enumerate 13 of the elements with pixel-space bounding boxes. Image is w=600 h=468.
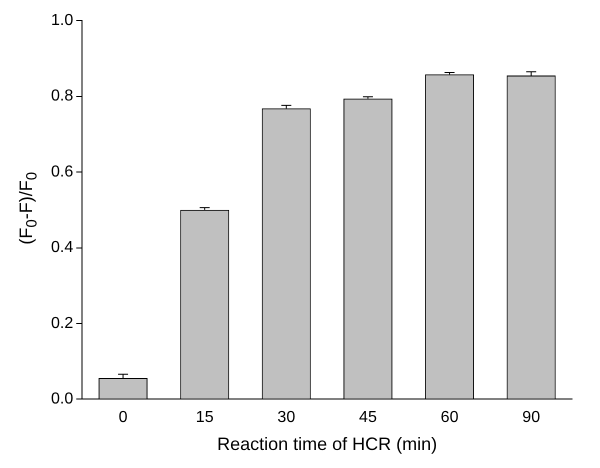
x-tick-label: 90 [522, 409, 540, 426]
x-tick-label: 0 [118, 409, 128, 426]
y-tick-label: 0.6 [50, 163, 74, 180]
y-tick-label: 0.8 [50, 88, 74, 105]
x-tick-label: 60 [440, 409, 459, 426]
x-tick-label: 30 [277, 409, 296, 426]
x-tick-label: 15 [196, 409, 214, 426]
y-tick-label: 0.0 [50, 390, 74, 408]
y-tick-label: 0.4 [50, 239, 74, 256]
y-tick-label: 0.2 [50, 314, 74, 332]
x-tick-label: 45 [359, 409, 377, 426]
x-axis-title: Reaction time of HCR (min) [217, 434, 438, 454]
y-tick-label: 1.0 [50, 12, 74, 30]
